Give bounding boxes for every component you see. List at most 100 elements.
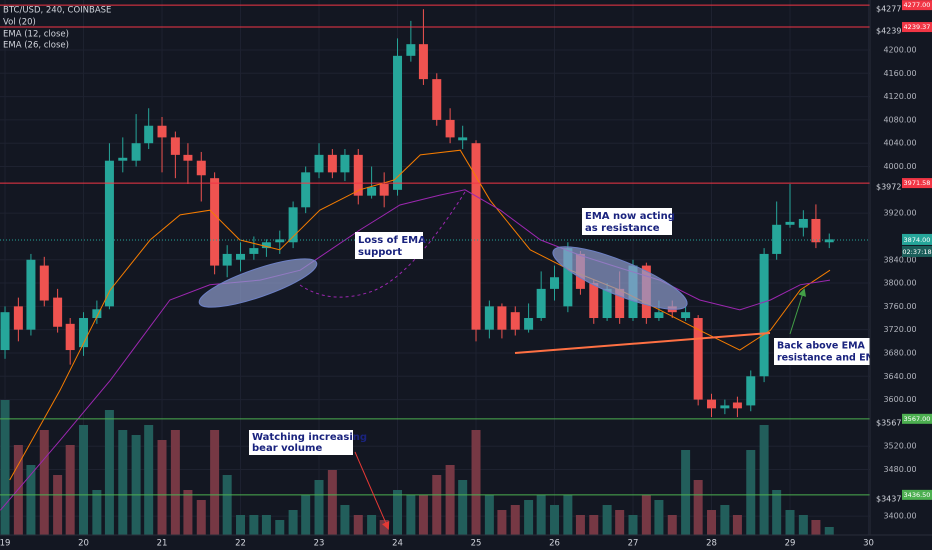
volume-bar <box>353 515 363 535</box>
volume-bar <box>92 490 102 535</box>
overlay-layer: Loss of EMA support EMA now acting as re… <box>3 6 914 530</box>
candle-body <box>811 218 821 243</box>
candle-body <box>471 143 481 330</box>
volume-bar <box>693 480 703 535</box>
candle-body <box>249 248 259 254</box>
candle-body <box>497 306 507 330</box>
candle-body <box>536 288 546 319</box>
x-tick-label: 23 <box>314 539 325 549</box>
y-tick-label: 4040.00 <box>883 139 916 148</box>
price-tag: $3437 <box>876 494 901 503</box>
volume-bar <box>418 495 428 535</box>
volume-bar <box>484 495 494 535</box>
candle-body <box>327 154 337 173</box>
legend-entry: EMA (26, close) <box>3 41 69 51</box>
volume-bar <box>327 470 337 535</box>
candle-body <box>654 312 664 319</box>
volume-bar <box>144 425 154 535</box>
candle-body <box>798 218 808 228</box>
x-tick-label: 26 <box>549 539 560 549</box>
highlight-ellipse <box>198 258 318 308</box>
volume-bar <box>602 505 612 535</box>
volume-bar <box>406 495 416 535</box>
candle-body <box>236 253 246 260</box>
annotation: Loss of EMA <box>358 235 426 246</box>
volume-bar <box>746 450 756 535</box>
arrow <box>789 288 806 335</box>
candle-body <box>759 253 769 377</box>
volume-bar <box>157 440 167 535</box>
candle-body <box>26 259 36 330</box>
volume-bar <box>497 510 507 535</box>
volume-bar <box>65 445 75 535</box>
volume-bar <box>811 520 821 535</box>
candle-body <box>196 160 206 176</box>
price-label-box <box>902 413 932 424</box>
candle-body <box>367 186 377 196</box>
price-label: 3436.50 <box>904 491 931 499</box>
candle-body <box>785 221 795 225</box>
volume-bar <box>261 515 271 535</box>
candle-body <box>720 405 730 409</box>
volume-bar <box>367 515 377 535</box>
volume-bar <box>732 515 742 535</box>
candle-body <box>210 178 220 266</box>
volume-bar <box>236 515 246 535</box>
volume-bar <box>798 515 808 535</box>
volume-bar <box>432 475 442 535</box>
candle-body <box>681 312 691 319</box>
price-tag: $4239 <box>876 27 901 36</box>
y-tick-label: 4120.00 <box>883 92 916 101</box>
countdown-box <box>902 245 932 257</box>
x-tick-label: 25 <box>471 539 482 549</box>
candle-body <box>615 288 625 319</box>
volume-bar <box>707 510 717 535</box>
candle-body <box>144 125 154 144</box>
countdown: 02:37:18 <box>902 248 931 256</box>
highlight-ellipse <box>552 246 688 310</box>
volume-bar <box>13 445 23 535</box>
volume-bar <box>654 500 664 535</box>
candle-body <box>92 309 102 319</box>
x-tick-label: 30 <box>863 539 874 549</box>
candle-body <box>104 160 114 307</box>
y-tick-label: 3840.00 <box>883 255 916 264</box>
x-tick-label: 19 <box>0 539 10 549</box>
candle-body <box>772 224 782 254</box>
annotation: support <box>358 247 402 258</box>
candle-body <box>353 154 363 196</box>
price-label-box <box>902 22 932 33</box>
annotation: Watching increasing <box>252 432 367 443</box>
candle-body <box>13 306 23 330</box>
candle-body <box>524 318 534 330</box>
y-tick-label: 3400.00 <box>883 512 916 521</box>
candle-body <box>157 125 167 138</box>
candle-body <box>53 297 63 327</box>
chart-title: BTC/USD, 240, COINBASE <box>3 6 111 16</box>
volume-bar <box>210 430 220 535</box>
price-label-box <box>902 178 932 189</box>
candle-body <box>301 172 311 208</box>
volume-bar <box>183 490 193 535</box>
candle-body <box>445 119 455 138</box>
volume-bar <box>0 400 10 535</box>
y-tick-label: 3920.00 <box>883 209 916 218</box>
volume-bar <box>26 465 36 535</box>
y-tick-label: 4200.00 <box>883 45 916 54</box>
candle-body <box>707 399 717 409</box>
volume-bar <box>340 505 350 535</box>
price-tag: $4277 <box>876 5 901 14</box>
volume-bar <box>104 410 114 535</box>
price-label: 4277.00 <box>904 1 931 9</box>
x-tick-label: 29 <box>785 539 796 549</box>
volume-bar <box>575 515 585 535</box>
candle-body <box>432 79 442 120</box>
volume-bar <box>39 430 49 535</box>
y-tick-label: 3600.00 <box>883 395 916 404</box>
volume-bar <box>510 505 520 535</box>
candle-body <box>314 154 324 173</box>
volume-bar <box>196 500 206 535</box>
volume-bar <box>824 527 834 535</box>
volume-bar <box>314 480 324 535</box>
annotation: bear volume <box>252 443 322 454</box>
